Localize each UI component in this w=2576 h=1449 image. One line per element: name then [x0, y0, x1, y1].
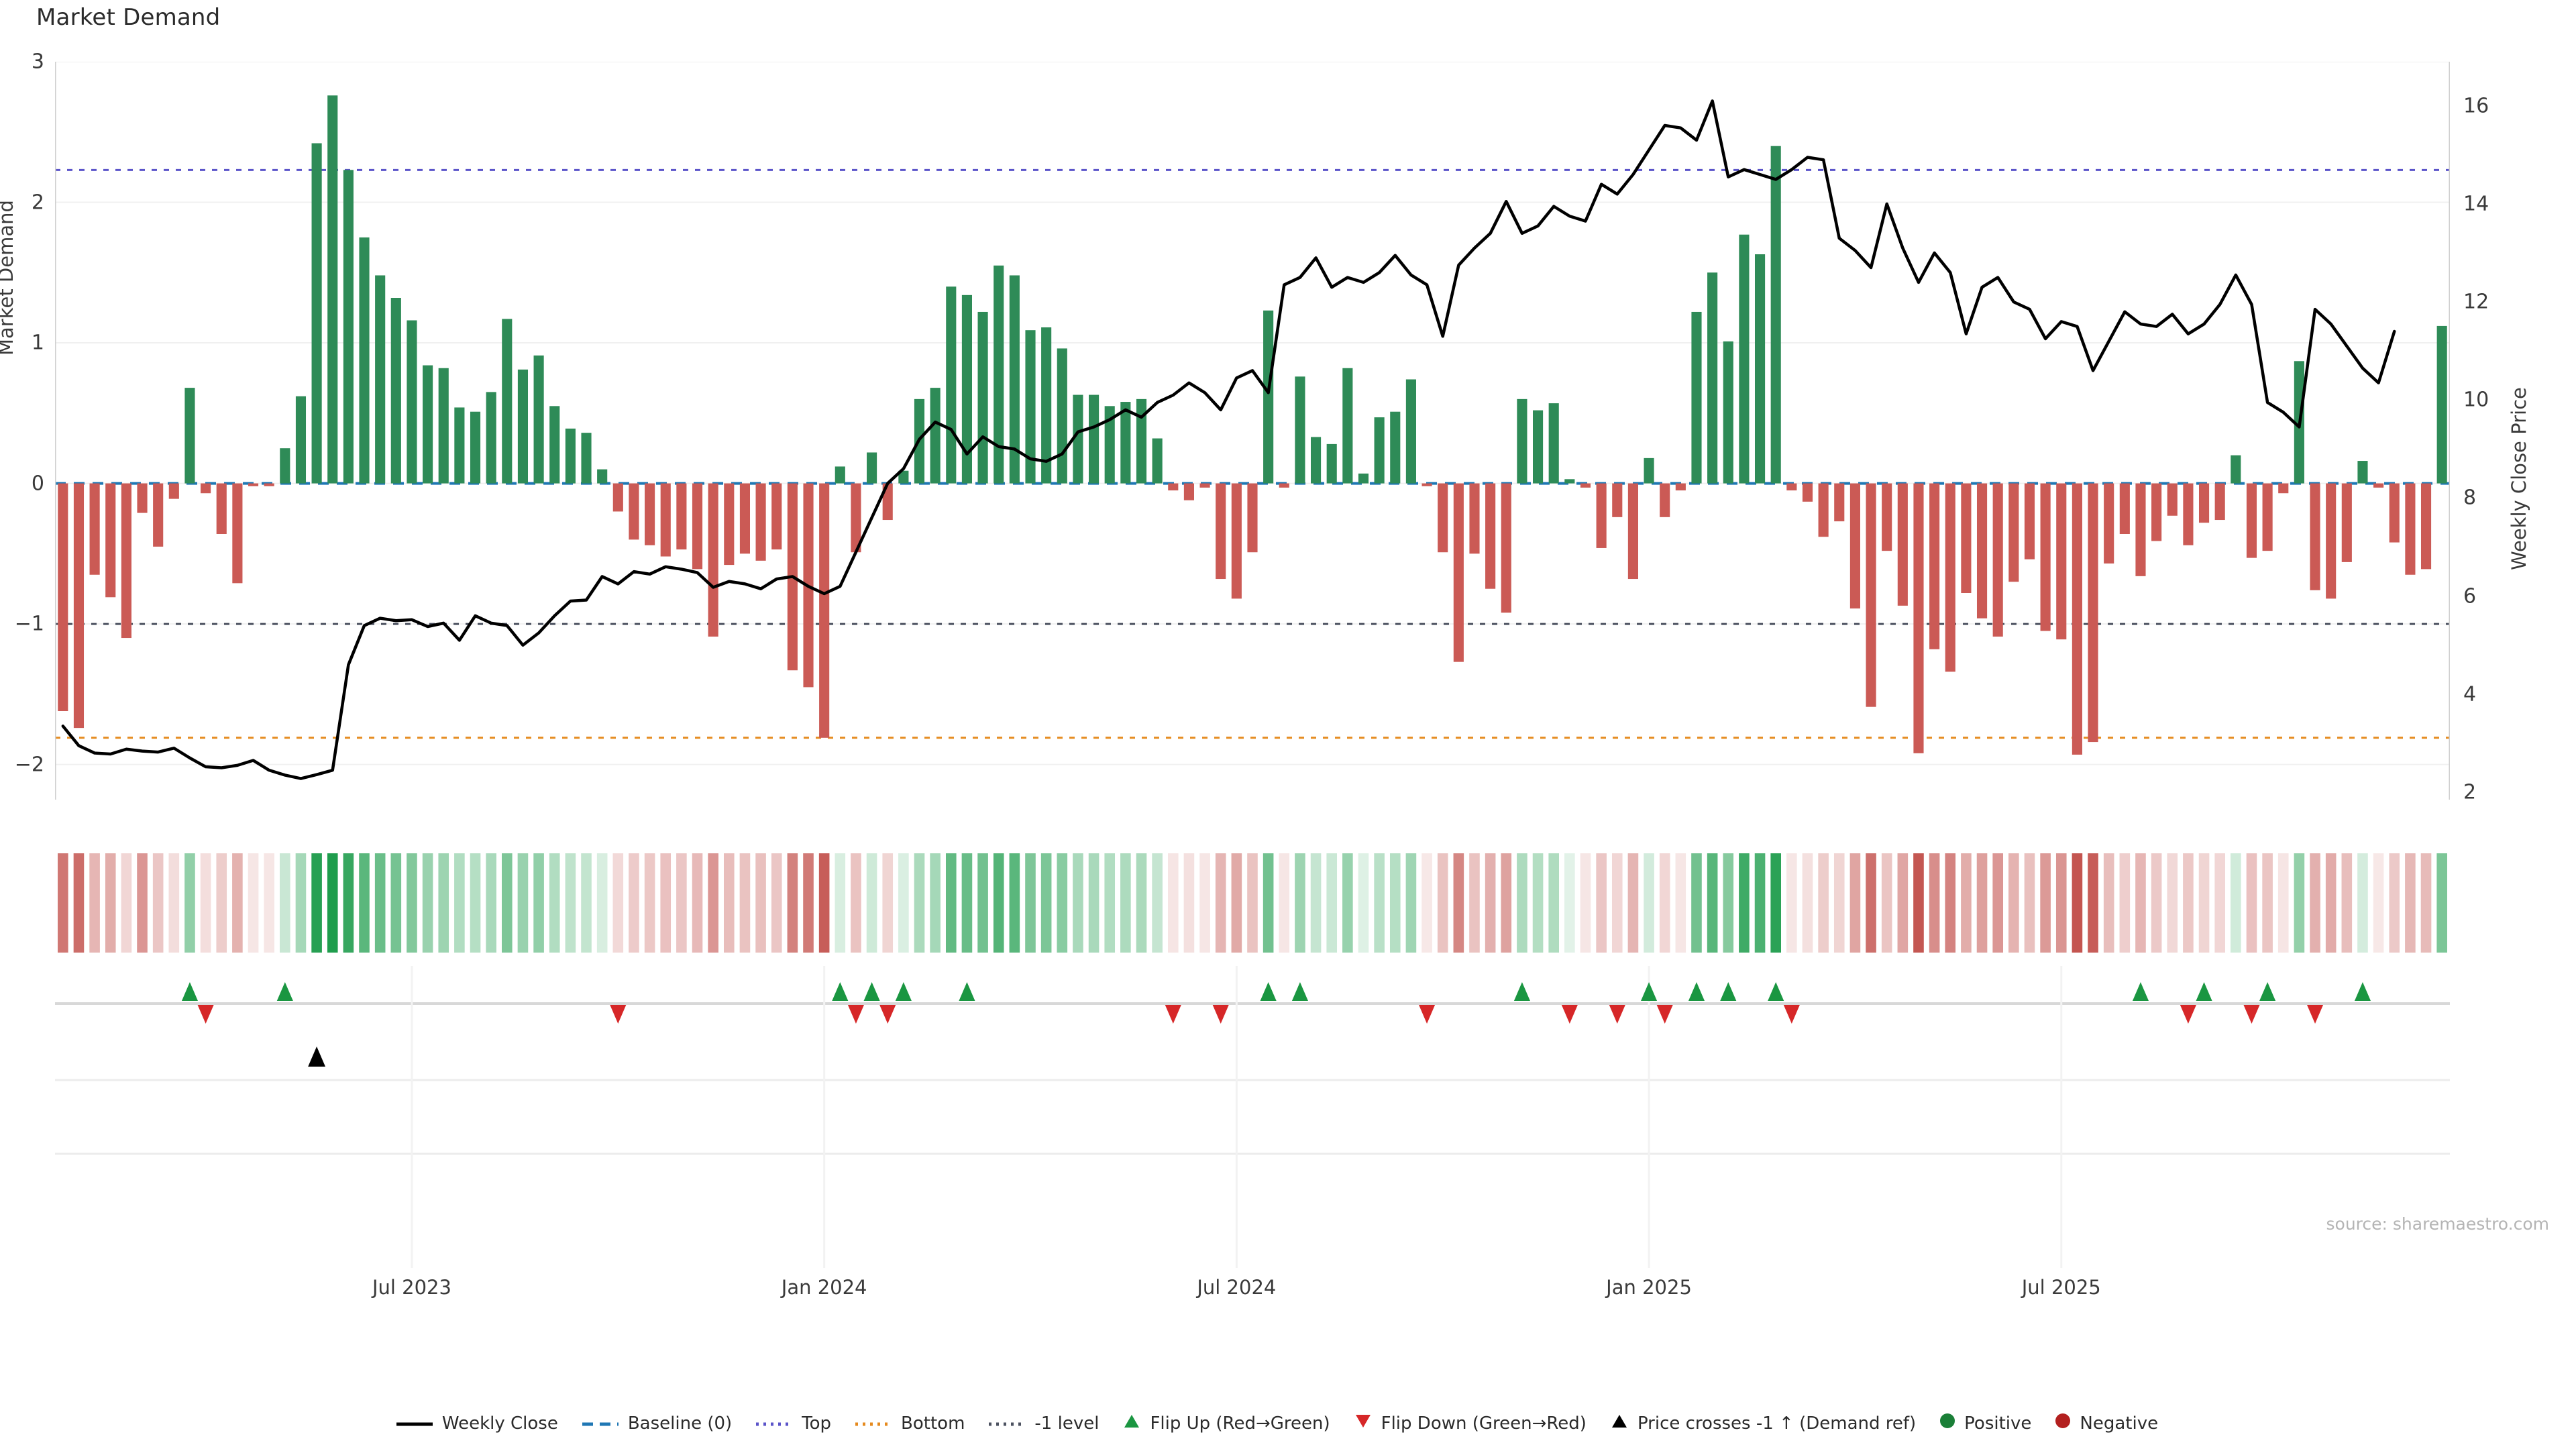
flip-up-marker	[895, 982, 912, 1001]
flip-up-marker	[1291, 982, 1308, 1001]
y-axis-left-tick: −2	[14, 753, 44, 777]
flip-down-marker	[1165, 1005, 1181, 1024]
flip-up-marker	[276, 982, 293, 1001]
legend-label: Flip Down (Green→Red)	[1381, 1413, 1587, 1434]
flip-down-marker	[879, 1005, 896, 1024]
flip-markers-panel	[55, 966, 2450, 1268]
legend-item-minus-one-level[interactable]: -1 level	[987, 1413, 1099, 1434]
flip-up-marker	[1720, 982, 1737, 1001]
y-axis-right-tick: 4	[2463, 682, 2477, 706]
flip-down-marker	[1212, 1005, 1229, 1024]
flip-down-icon	[1353, 1411, 1373, 1435]
legend-label: Flip Up (Red→Green)	[1150, 1413, 1330, 1434]
legend-label: Positive	[1964, 1413, 2032, 1434]
legend-label: Top	[802, 1413, 832, 1434]
flip-up-marker	[1260, 982, 1277, 1001]
y-axis-left-tick: 2	[31, 191, 44, 215]
flip-down-marker	[197, 1005, 214, 1024]
flip-up-marker	[959, 982, 975, 1001]
y-axis-left-tick: 0	[31, 472, 44, 496]
legend-item-weekly-close[interactable]: Weekly Close	[395, 1413, 558, 1434]
weekly-close-line	[61, 99, 2396, 780]
main-plot-area	[55, 62, 2450, 800]
y-axis-right-tick: 16	[2463, 94, 2489, 118]
legend-item-flip-down[interactable]: Flip Down (Green→Red)	[1353, 1411, 1587, 1435]
weekly-close-icon	[395, 1413, 434, 1434]
legend-label: Baseline (0)	[627, 1413, 733, 1434]
y-axis-right-tick: 10	[2463, 388, 2489, 412]
flip-down-marker	[1656, 1005, 1673, 1024]
y-axis-right-title: Weekly Close Price	[2508, 387, 2530, 570]
legend-item-baseline[interactable]: Baseline (0)	[581, 1413, 732, 1434]
price-cross-marker	[308, 1046, 325, 1067]
flip-down-marker	[2180, 1005, 2196, 1024]
flip-up-marker	[1513, 982, 1530, 1001]
flip-down-marker	[1783, 1005, 1800, 1024]
positive-icon	[1939, 1412, 1956, 1434]
flip-up-marker	[863, 982, 880, 1001]
source-note: source: sharemaestro.com	[2326, 1214, 2550, 1234]
negative-icon	[2054, 1412, 2072, 1434]
legend-item-negative[interactable]: Negative	[2054, 1412, 2158, 1434]
legend-label: -1 level	[1034, 1413, 1099, 1434]
chart-legend: Weekly Close Baseline (0) Top Bottom -1 leve…	[0, 1411, 2576, 1435]
y-axis-right-tick: 6	[2463, 584, 2477, 608]
demand-bars	[58, 95, 2447, 755]
flip-up-marker	[1688, 982, 1705, 1001]
bottom-icon	[854, 1413, 893, 1434]
legend-label: Price crosses -1 ↑ (Demand ref)	[1637, 1413, 1917, 1434]
y-axis-left-title: Market Demand	[0, 200, 17, 356]
y-axis-left-tick: −1	[14, 612, 44, 636]
y-axis-right-tick: 12	[2463, 290, 2489, 314]
y-axis-left-tick: 1	[31, 331, 44, 355]
x-axis-tick: Jul 2024	[1197, 1276, 1277, 1299]
x-axis-tick: Jan 2024	[781, 1276, 867, 1299]
legend-item-price-crosses[interactable]: Price crosses -1 ↑ (Demand ref)	[1609, 1411, 1916, 1435]
flip-down-marker	[610, 1005, 627, 1024]
flip-down-marker	[1609, 1005, 1625, 1024]
flip-down-marker	[2243, 1005, 2260, 1024]
heatmap-svg	[58, 853, 2447, 953]
demand-price-plot	[55, 62, 2450, 800]
y-axis-right-tick: 2	[2463, 780, 2477, 804]
top-icon	[755, 1413, 794, 1434]
flip-up-marker	[2259, 982, 2276, 1001]
baseline-icon	[581, 1413, 620, 1434]
legend-label: Bottom	[901, 1413, 965, 1434]
flip-down-marker	[2306, 1005, 2324, 1024]
y-axis-right-tick: 8	[2463, 486, 2477, 510]
x-axis-tick: Jul 2023	[372, 1276, 451, 1299]
price-crosses-icon	[1609, 1411, 1629, 1435]
y-axis-left-tick: 3	[31, 50, 44, 74]
flip-down-marker	[1561, 1005, 1578, 1024]
y-axis-right-tick: 14	[2463, 192, 2489, 216]
flip-down-marker	[847, 1005, 864, 1024]
flip-up-marker	[2354, 982, 2371, 1001]
flip-up-marker	[181, 982, 199, 1001]
legend-item-bottom[interactable]: Bottom	[854, 1413, 965, 1434]
flip-up-icon	[1122, 1411, 1142, 1435]
x-axis-tick: Jan 2025	[1606, 1276, 1692, 1299]
legend-item-top[interactable]: Top	[755, 1413, 831, 1434]
flip-up-marker	[2196, 982, 2212, 1001]
legend-label: Weekly Close	[441, 1413, 558, 1434]
reference-lines	[55, 168, 2450, 739]
markers-svg	[55, 966, 2450, 1268]
demand-heatmap-strip	[55, 853, 2450, 953]
minus-one-level-icon	[987, 1413, 1026, 1434]
flip-up-marker	[1641, 982, 1658, 1001]
x-axis-tick: Jul 2025	[2021, 1276, 2101, 1299]
page-title: Market Demand	[36, 4, 221, 31]
flip-up-marker	[2132, 982, 2149, 1001]
flip-up-marker	[832, 982, 849, 1001]
legend-item-flip-up[interactable]: Flip Up (Red→Green)	[1122, 1411, 1330, 1435]
legend-label: Negative	[2080, 1413, 2159, 1434]
flip-up-marker	[1768, 982, 1784, 1001]
legend-item-positive[interactable]: Positive	[1939, 1412, 2031, 1434]
flip-down-marker	[1419, 1005, 1436, 1024]
